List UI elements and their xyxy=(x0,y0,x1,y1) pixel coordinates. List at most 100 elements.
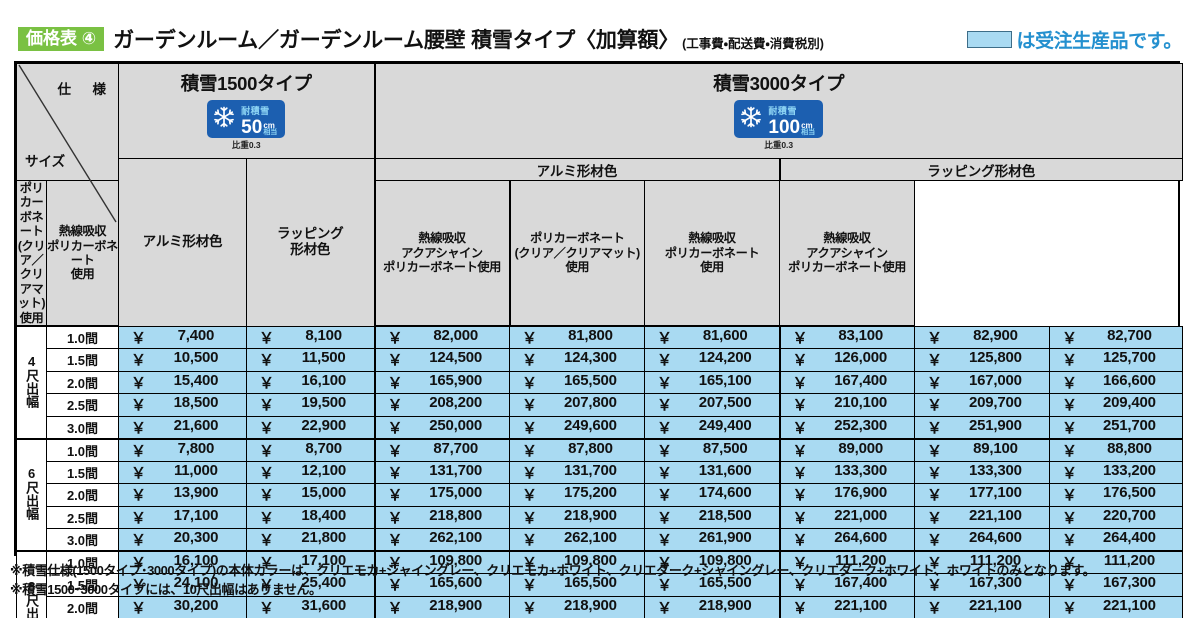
price-cell: ￥ 81,800 xyxy=(509,325,645,349)
price-cell: ￥ 218,900 xyxy=(509,595,645,618)
legend: は受注生産品です。 xyxy=(967,26,1182,53)
column-header-line: アクアシャイン xyxy=(401,245,483,260)
price-cell: ￥ 209,700 xyxy=(914,393,1050,417)
price-cell: ￥ 125,800 xyxy=(914,348,1050,372)
badge-unit: cm xyxy=(801,121,813,131)
table-row: 2.0間 ￥ 30,200 ￥ 31,600 ￥ 218,900 ￥ 218,900 ￥ 218,9… xyxy=(17,595,1183,618)
badge-unit: cm xyxy=(263,121,275,131)
price-cell: ￥ 124,500 xyxy=(374,348,510,372)
price-cell: ￥ 174,600 xyxy=(644,483,781,507)
spec-label: 仕 様 xyxy=(57,82,110,97)
column-header-3000-1: ポリカーボネート (クリア／クリアマット) 使用 xyxy=(16,180,47,328)
price-cell: ￥ 111,200 xyxy=(1049,550,1183,574)
price-cell: ￥ 8,700 xyxy=(246,437,376,462)
price-cell: ￥ 89,100 xyxy=(914,437,1050,462)
price-cell: ￥ 17,100 xyxy=(246,550,376,574)
price-cell: ￥ 252,300 xyxy=(779,415,915,439)
badge-note: 比重0.3 xyxy=(764,140,794,151)
badge-top-label: 耐積雪 xyxy=(241,106,270,116)
footnotes: ※積雪仕様(1500タイプ･3000タイプ)の本体カラーは、クリエモカ+シャイン… xyxy=(10,562,1190,600)
price-cell: ￥ 7,800 xyxy=(118,437,247,462)
price-cell: ￥ 15,400 xyxy=(118,370,247,394)
table-row: 3.0間 ￥ 20,300 ￥ 21,800 ￥ 262,100 ￥ 262,100 ￥ 261,9… xyxy=(17,528,1183,552)
size-group-label: 8尺出幅 xyxy=(16,550,47,618)
price-cell: ￥ 218,900 xyxy=(509,505,645,529)
table-row: 2.5間 ￥ 17,100 ￥ 18,400 ￥ 218,800 ￥ 218,900 ￥ 218,5… xyxy=(17,505,1183,529)
price-cell: ￥ 89,000 xyxy=(779,437,915,462)
price-cell: ￥ 165,100 xyxy=(644,370,781,394)
column-header-line: ポリカーボネート xyxy=(664,245,760,260)
size-group-label: 6尺出幅 xyxy=(16,437,47,552)
column-header-3000-6: 熱線吸収 アクアシャイン ポリカーボネート使用 xyxy=(779,180,915,328)
price-cell: ￥ 264,600 xyxy=(779,528,915,552)
price-cell: ￥ 250,000 xyxy=(374,415,510,439)
column-header-line: 熱線吸収 xyxy=(688,231,736,246)
price-cell: ￥ 124,200 xyxy=(644,348,781,372)
diagonal-divider-icon xyxy=(18,64,117,223)
snowflake-icon xyxy=(739,105,763,134)
price-cell: ￥ 31,600 xyxy=(246,595,376,618)
price-cell: ￥ 21,600 xyxy=(118,415,247,439)
badge-top-label: 耐積雪 xyxy=(768,106,797,116)
column-header-line: 熱線吸収 xyxy=(823,231,871,246)
price-cell: ￥ 264,400 xyxy=(1049,528,1183,552)
price-cell: ￥ 221,000 xyxy=(779,505,915,529)
price-cell: ￥ 262,100 xyxy=(374,528,510,552)
span-label: 3.0間 xyxy=(46,528,119,552)
badge-equiv: 相当 xyxy=(263,129,278,137)
column-header-line: ポリカーボネート xyxy=(530,231,625,246)
column-header-1500-alumi: アルミ形材色 xyxy=(118,158,247,327)
price-cell: ￥ 87,700 xyxy=(374,437,510,462)
badge-number: 100 xyxy=(768,117,801,138)
price-cell: ￥ 133,300 xyxy=(779,460,915,484)
span-label: 2.0間 xyxy=(46,370,119,394)
price-cell: ￥ 221,100 xyxy=(1049,595,1183,618)
footnote-1: ※積雪仕様(1500タイプ･3000タイプ)の本体カラーは、クリエモカ+シャイン… xyxy=(10,563,1096,578)
price-cell: ￥ 221,100 xyxy=(914,595,1050,618)
price-cell: ￥ 20,300 xyxy=(118,528,247,552)
span-label: 2.5間 xyxy=(46,393,119,417)
table-row: 1.5間 ￥ 11,000 ￥ 12,100 ￥ 131,700 ￥ 131,700 ￥ 131,6… xyxy=(17,460,1183,484)
price-cell: ￥ 133,300 xyxy=(914,460,1050,484)
span-label: 1.5間 xyxy=(46,348,119,372)
page-title: ガーデンルーム／ガーデンルーム腰壁 積雪タイプ〈加算額〉 xyxy=(113,29,680,52)
price-cell: ￥ 11,500 xyxy=(246,348,376,372)
price-cell: ￥ 251,700 xyxy=(1049,415,1183,439)
price-cell: ￥ 221,100 xyxy=(779,595,915,618)
price-cell: ￥ 82,900 xyxy=(914,325,1050,349)
column-header-3000-5: 熱線吸収 ポリカーボネート 使用 xyxy=(644,180,780,328)
price-cell: ￥ 13,900 xyxy=(118,483,247,507)
snow-resistance-badge: 耐積雪 100 cm 相当 xyxy=(734,100,824,139)
page-subtitle: (工事費・配送費・消費税別) xyxy=(682,36,824,51)
table-row: 4尺出幅 1.0間 ￥ 7,400 ￥ 8,100 ￥ 82,000 ￥ 81,800 ￥ 81,60… xyxy=(16,325,1183,439)
price-cell: ￥ 30,200 xyxy=(118,595,247,618)
column-header-1500-wrapping: ラッピング 形材色 xyxy=(246,158,376,327)
price-cell: ￥ 125,700 xyxy=(1049,348,1183,372)
price-cell: ￥ 124,300 xyxy=(509,348,645,372)
span-label: 2.0間 xyxy=(46,483,119,507)
snow-type-3000-header: 積雪3000タイプ 耐積雪 100 cm 相当 比重0.3 xyxy=(374,62,1183,160)
price-cell: ￥ 207,800 xyxy=(509,393,645,417)
price-cell: ￥ 126,000 xyxy=(779,348,915,372)
price-cell: ￥ 88,800 xyxy=(1049,437,1183,462)
color-group-alumi: アルミ形材色 xyxy=(374,158,781,182)
price-table-badge: 価格表 ④ xyxy=(18,26,105,52)
price-cell: ￥ 177,100 xyxy=(914,483,1050,507)
column-header-line: ポリカーボネート xyxy=(47,238,118,268)
price-cell: ￥ 16,100 xyxy=(118,550,247,574)
span-label: 1.5間 xyxy=(46,573,119,597)
price-cell: ￥ 165,500 xyxy=(509,370,645,394)
price-cell: ￥ 21,800 xyxy=(246,528,376,552)
column-header-line: アクアシャイン xyxy=(806,245,888,260)
column-header-3000-4: ポリカーボネート (クリア／クリアマット) 使用 xyxy=(509,180,645,328)
column-header-3000-3: 熱線吸収 アクアシャイン ポリカーボネート使用 xyxy=(374,180,511,328)
price-cell: ￥ 249,400 xyxy=(644,415,781,439)
column-header-line: 熱線吸収 xyxy=(418,231,466,246)
price-cell: ￥ 15,000 xyxy=(246,483,376,507)
price-cell: ￥ 22,900 xyxy=(246,415,376,439)
column-header-line: 使用 xyxy=(700,260,724,275)
price-cell: ￥ 165,900 xyxy=(374,370,510,394)
snow-type-name: 積雪1500タイプ xyxy=(180,73,312,94)
price-cell: ￥ 82,000 xyxy=(374,325,510,349)
price-cell: ￥ 218,900 xyxy=(374,595,510,618)
